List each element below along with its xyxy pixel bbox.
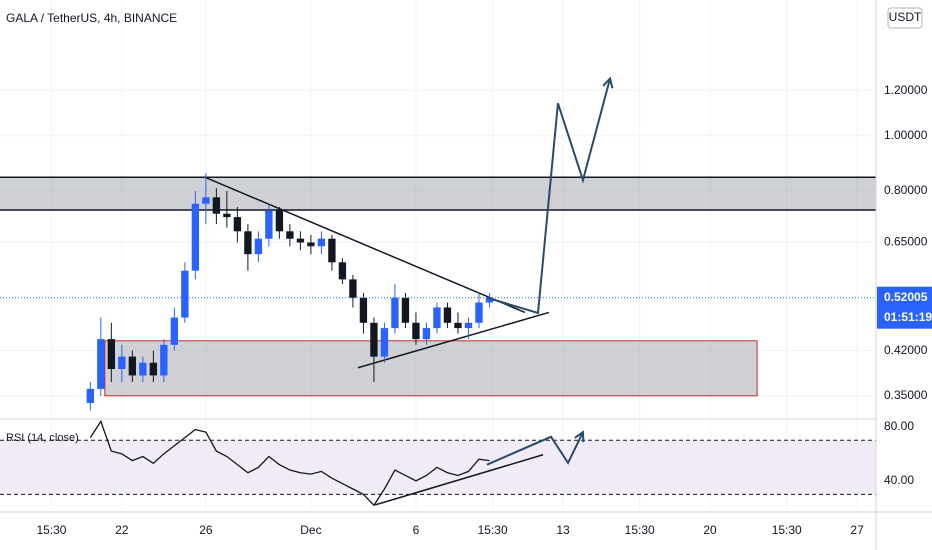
y-tick-label: 1.20000	[884, 83, 928, 97]
candle-body	[202, 197, 210, 204]
x-tick-label: 6	[413, 523, 420, 537]
currency[interactable]: USDT	[889, 10, 922, 24]
candle-body	[254, 238, 263, 255]
candle-body	[212, 197, 221, 214]
candle-body	[464, 322, 473, 329]
rsi-projection	[486, 431, 584, 466]
candle-body	[286, 231, 294, 239]
x-tick-label: 15:30	[625, 523, 655, 537]
x-tick-label: 27	[850, 523, 864, 537]
candle-body	[191, 203, 200, 271]
candle-body	[370, 322, 378, 357]
support-box	[104, 340, 758, 397]
x-tick-label: 15:30	[478, 523, 508, 537]
candle-body	[275, 210, 284, 232]
rsi-label: RSI (14, close)	[6, 432, 79, 444]
candle-body	[412, 322, 420, 340]
current-price-label: 0.52005	[884, 290, 928, 304]
candle-body	[443, 307, 452, 323]
candle-body	[107, 339, 116, 369]
currency-box[interactable]	[887, 7, 923, 29]
candle-body	[128, 356, 137, 376]
candle-body	[181, 270, 189, 318]
trendline	[357, 311, 550, 369]
candle-body	[244, 231, 252, 255]
rsi-projection-arrow	[574, 430, 585, 443]
resistance-band	[0, 177, 876, 211]
y-tick-label: 1.00000	[884, 128, 928, 142]
candle-body	[401, 297, 410, 323]
candle-body	[433, 307, 441, 329]
x-tick-label: 22	[115, 523, 129, 537]
candle-body	[223, 213, 231, 218]
candle-body	[86, 388, 95, 403]
candle-body	[391, 297, 399, 329]
price-projection-arrow	[602, 76, 614, 89]
y-tick-label: 0.65000	[884, 235, 928, 249]
x-tick-label: 20	[703, 523, 717, 537]
current-price-box	[877, 286, 932, 329]
y-tick-label: 0.35000	[884, 388, 928, 402]
rsi-line	[89, 419, 490, 507]
candle-body	[328, 238, 336, 263]
price-projection	[486, 78, 612, 315]
candle-body	[307, 242, 315, 247]
candle-body	[475, 302, 483, 323]
candle-body	[170, 317, 179, 345]
x-tick-label: 13	[556, 523, 570, 537]
candle-body	[233, 217, 242, 232]
x-tick-label: Dec	[300, 523, 321, 537]
x-tick-label: 26	[199, 523, 213, 537]
candle-body	[160, 344, 168, 376]
y-tick-label: 0.80000	[884, 183, 928, 197]
candle-body	[139, 362, 147, 376]
candle-body	[97, 339, 105, 389]
rsi-tick-label: 40.00	[884, 473, 914, 487]
candle-body	[422, 328, 431, 340]
x-tick-label: 15:30	[36, 523, 66, 537]
rsi-tick-label: 80.00	[884, 419, 914, 433]
candle-body	[349, 279, 357, 298]
x-tick-label: 15:30	[772, 523, 802, 537]
y-tick-label: 0.42000	[884, 343, 928, 357]
candle-body	[485, 297, 494, 303]
candle-body	[296, 238, 305, 243]
candle-body	[454, 322, 462, 329]
candle-body	[149, 362, 158, 376]
candle-body	[380, 328, 389, 357]
countdown-label: 01:51:19	[884, 310, 932, 324]
candle-body	[265, 210, 273, 239]
candle-body	[118, 356, 126, 369]
candle-body	[317, 238, 326, 247]
chart-title: GALA / TetherUS, 4h, BINANCE	[6, 11, 177, 25]
rsi-trendline	[374, 454, 544, 506]
candle-body	[359, 297, 368, 323]
trendline	[204, 176, 526, 314]
candle-body	[338, 262, 347, 280]
